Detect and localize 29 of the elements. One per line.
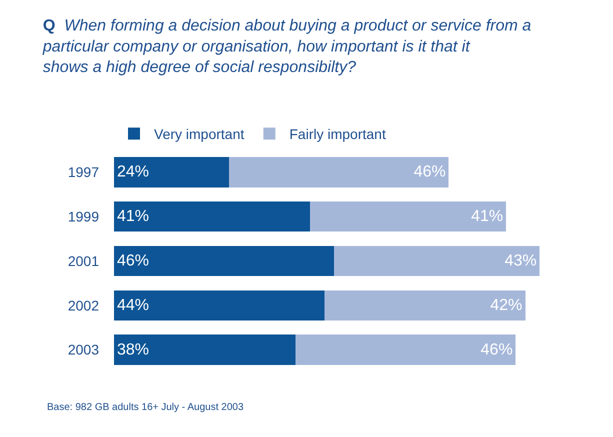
legend-label: Very important (154, 126, 244, 142)
data-label: 46% (117, 252, 150, 270)
bar (114, 334, 296, 365)
data-label: 42% (490, 296, 522, 314)
data-label: 41% (471, 208, 504, 226)
data-label: 38% (117, 341, 150, 358)
data-label: 46% (480, 341, 513, 358)
data-label: 43% (504, 252, 537, 270)
data-label: 41% (117, 208, 150, 226)
y-tick-label: 1997 (68, 164, 100, 180)
legend-label: Fairly important (289, 126, 386, 142)
bar (296, 334, 516, 365)
bar (114, 202, 310, 232)
bar (114, 246, 334, 276)
chart-title: Q When forming a decision about buying a product or service from a particular company or organisation, how important is it that it shows a high degree of social responsibilty? (42, 18, 532, 76)
bar (334, 246, 540, 276)
y-tick-label: 2003 (68, 342, 100, 358)
y-tick-label: 1999 (68, 208, 100, 224)
text: Base: 982 GB adults 16+ July - August 2003 (47, 402, 244, 413)
bar (114, 157, 229, 188)
data-label: 46% (414, 164, 446, 181)
bar (324, 290, 526, 320)
data-label: 24% (117, 164, 150, 181)
bar (310, 202, 506, 232)
bar (228, 157, 449, 188)
bar (114, 290, 324, 320)
y-tick-label: 2002 (68, 297, 100, 314)
data-label: 44% (117, 296, 150, 314)
y-tick-label: 2001 (68, 252, 100, 269)
